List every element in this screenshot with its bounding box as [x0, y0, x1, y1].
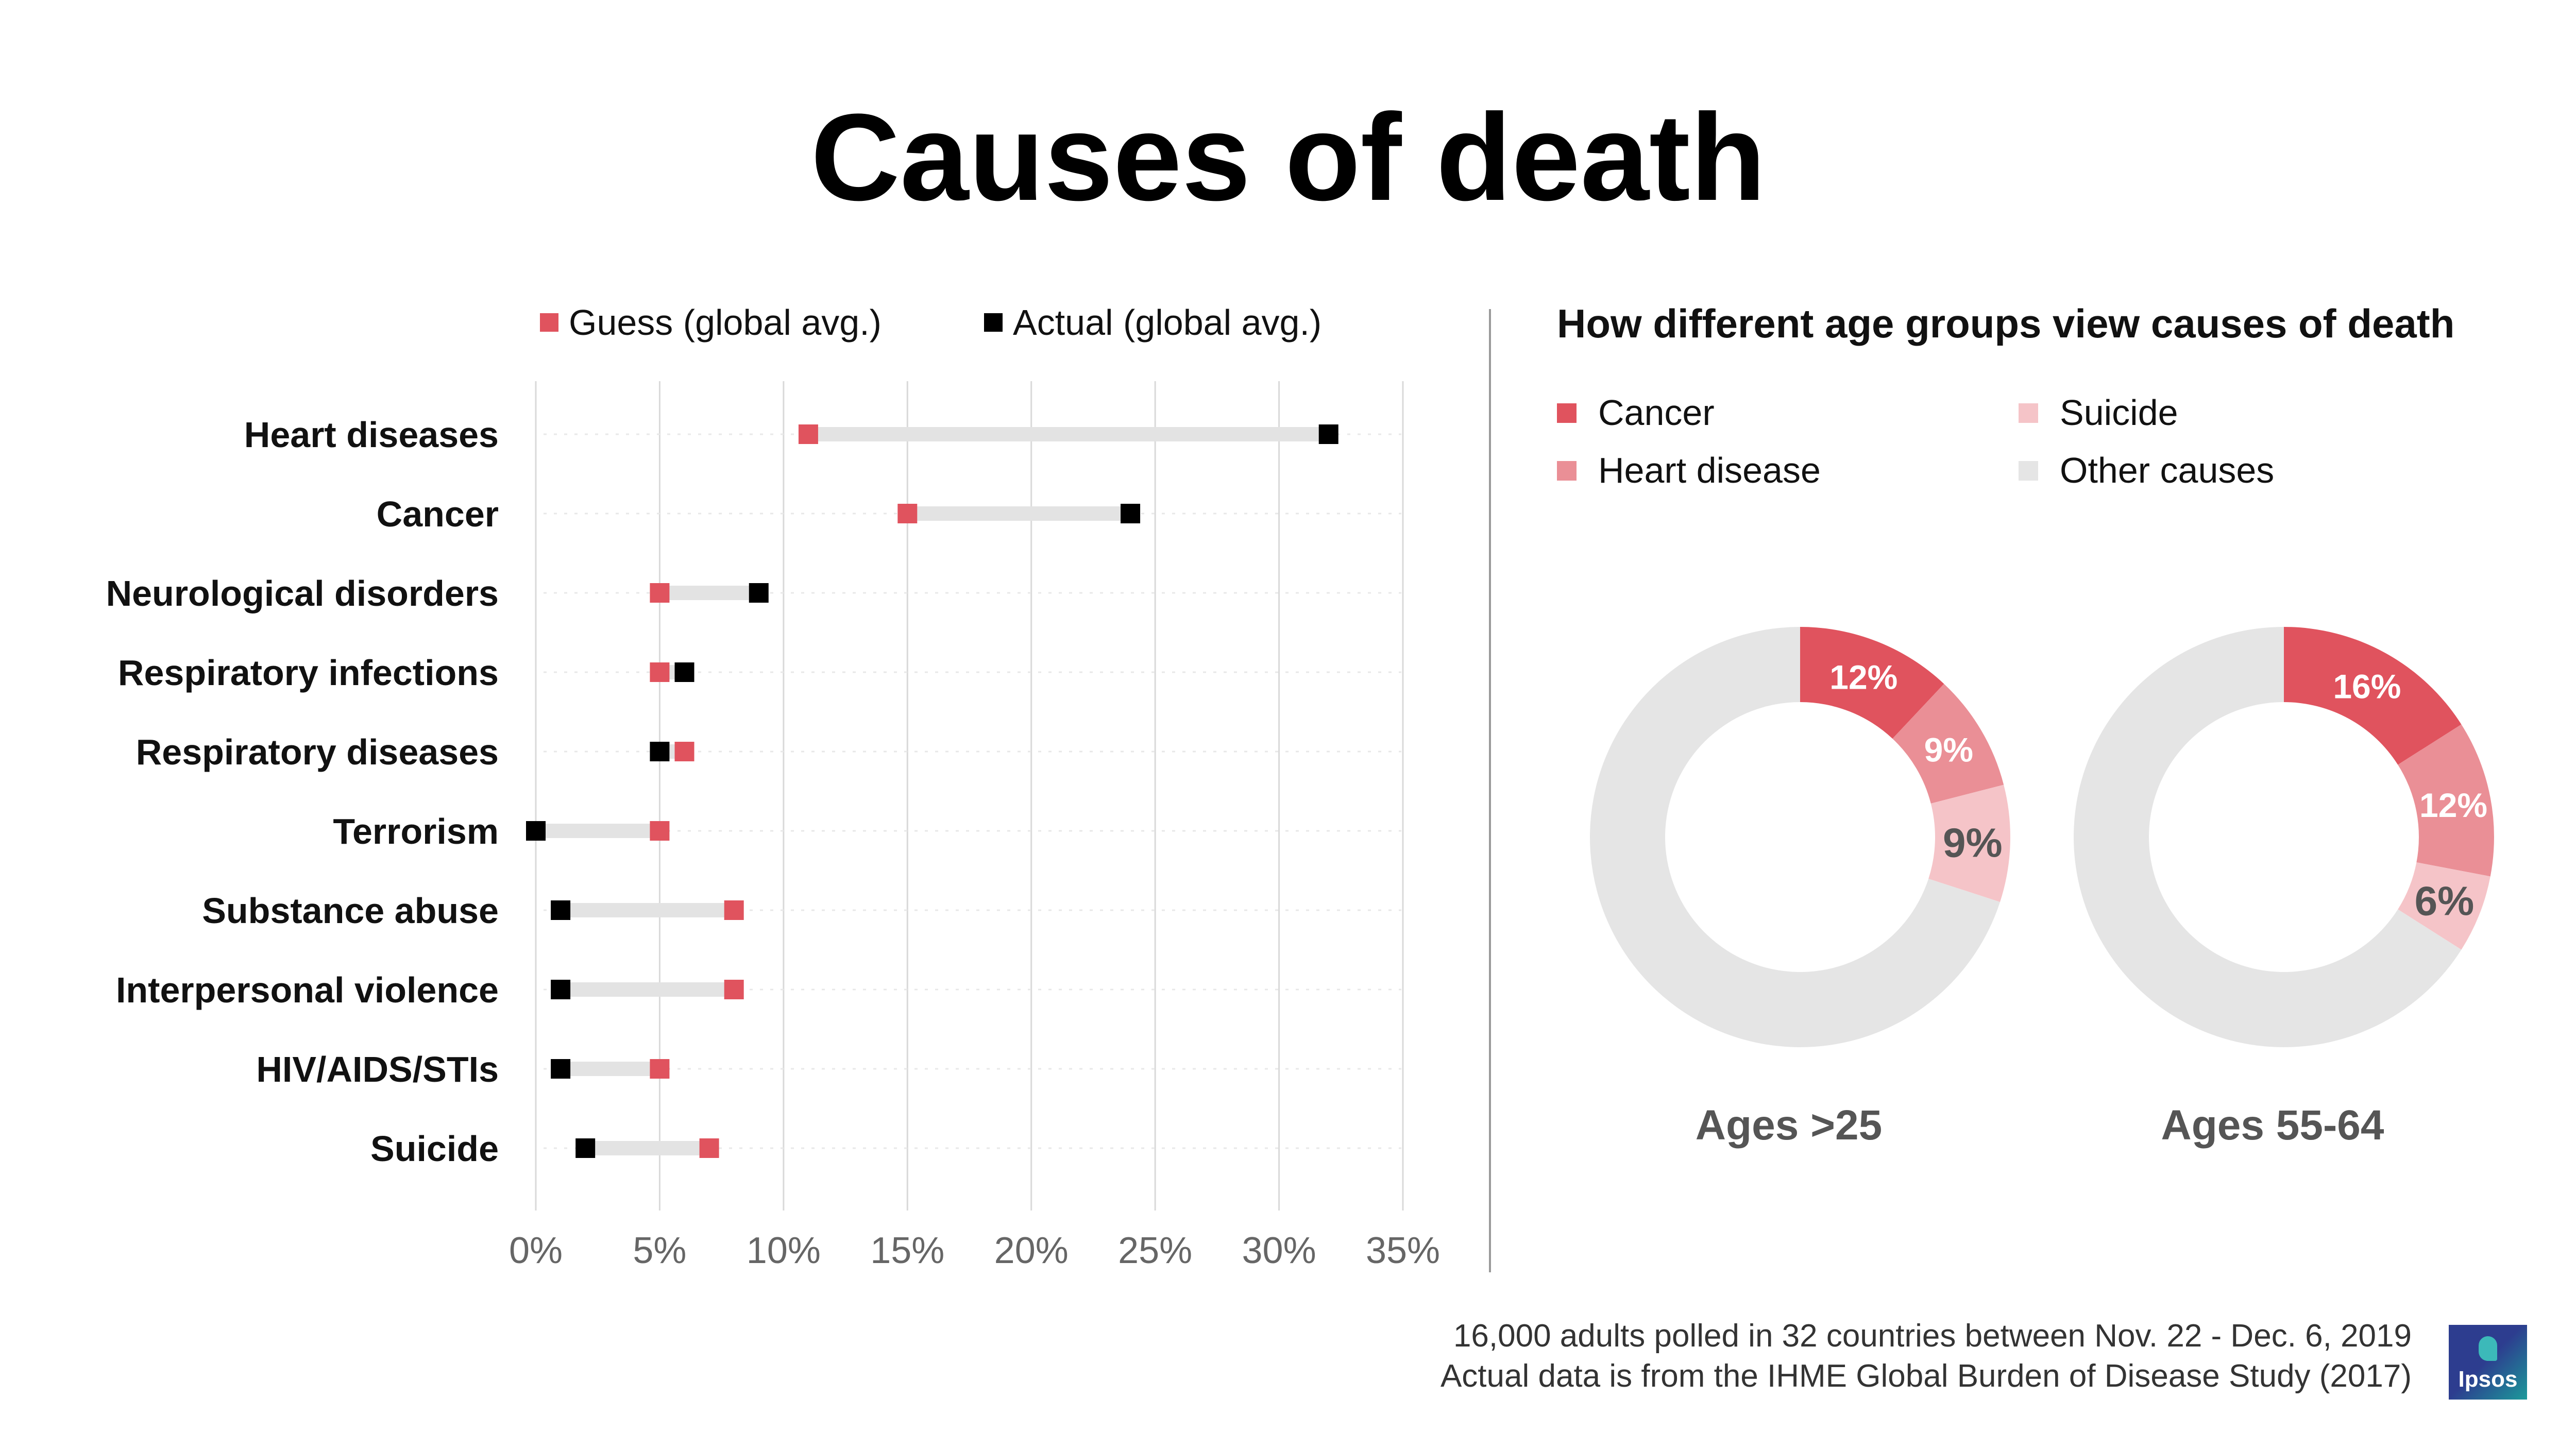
- category-label: Respiratory infections: [118, 653, 499, 693]
- guess-marker: [798, 424, 818, 444]
- guess-marker: [650, 821, 670, 841]
- guess-marker: [724, 980, 744, 999]
- logo-mark-icon: [2479, 1336, 2497, 1361]
- actual-marker: [575, 1138, 596, 1158]
- donut-slice-suicide: [1928, 785, 2010, 902]
- x-tick-label: 0%: [509, 1230, 563, 1271]
- range-bar: [561, 1062, 660, 1076]
- donut-legend-suicide-label: Suicide: [2060, 393, 2178, 433]
- guess-marker: [650, 662, 670, 682]
- range-bar: [659, 586, 759, 600]
- donut-slice-suicide: [2398, 862, 2490, 950]
- actual-marker: [674, 662, 694, 682]
- category-label: Heart diseases: [244, 415, 499, 455]
- actual-marker: [650, 742, 670, 761]
- source-note: 16,000 adults polled in 32 countries bet…: [1440, 1316, 2412, 1396]
- category-label: HIV/AIDS/STIs: [256, 1049, 499, 1089]
- x-tick-label: 5%: [633, 1230, 686, 1271]
- donut-slice-heart_disease: [2398, 724, 2495, 877]
- x-tick-label: 25%: [1118, 1230, 1192, 1271]
- category-label: Interpersonal violence: [116, 970, 499, 1010]
- donut-slice-other: [2074, 627, 2462, 1048]
- donut-legend-suicide-swatch: [2019, 403, 2038, 423]
- donut-slice-label: 9%: [1943, 820, 2003, 866]
- range-bar: [536, 824, 660, 838]
- donut-slice-label: 6%: [2415, 878, 2475, 924]
- legend-actual-label: Actual (global avg.): [1013, 302, 1321, 343]
- actual-marker: [1121, 504, 1141, 523]
- range-bar: [561, 903, 734, 917]
- legend-actual-swatch: [984, 313, 1003, 332]
- donut-slice-cancer: [2284, 627, 2462, 765]
- donut-legend-cancer-swatch: [1557, 403, 1577, 423]
- range-bar: [808, 427, 1329, 441]
- donut-slice-label: 12%: [1829, 658, 1897, 696]
- source-line-1: 16,000 adults polled in 32 countries bet…: [1453, 1318, 2412, 1354]
- page-title: Causes of death: [810, 88, 1766, 226]
- guess-marker: [650, 583, 670, 603]
- donut-legend-cancer-label: Cancer: [1598, 393, 1715, 433]
- actual-marker: [551, 1059, 571, 1079]
- guess-marker: [650, 1059, 670, 1079]
- range-bar: [585, 1141, 709, 1155]
- actual-marker: [526, 821, 546, 841]
- actual-marker: [551, 900, 571, 920]
- guess-marker: [699, 1138, 719, 1158]
- actual-marker: [1318, 424, 1338, 444]
- donut-slice-label: 9%: [1924, 730, 1973, 769]
- legend-guess-label: Guess (global avg.): [569, 302, 882, 343]
- donut-legend-other-label: Other causes: [2060, 450, 2274, 490]
- legend-guess-swatch: [540, 313, 558, 332]
- x-tick-label: 15%: [870, 1230, 944, 1271]
- guess-marker: [724, 900, 744, 920]
- donut-slice-label: 16%: [2333, 667, 2401, 705]
- category-label: Terrorism: [333, 811, 499, 851]
- donut-legend-heart_disease-swatch: [1557, 461, 1577, 481]
- donut-slice-other: [1589, 627, 2001, 1047]
- actual-marker: [749, 583, 769, 603]
- range-bar: [907, 506, 1131, 521]
- category-label: Substance abuse: [202, 891, 499, 931]
- panel-divider: [1489, 309, 1491, 1272]
- source-line-2: Actual data is from the IHME Global Burd…: [1440, 1358, 2412, 1394]
- category-label: Neurological disorders: [106, 573, 499, 613]
- x-tick-label: 10%: [747, 1230, 821, 1271]
- donut-slice-heart_disease: [1892, 684, 2004, 804]
- category-label: Cancer: [377, 494, 499, 534]
- donut-slice-cancer: [1800, 627, 1944, 739]
- logo-text: Ipsos: [2458, 1367, 2518, 1392]
- category-label: Suicide: [370, 1129, 499, 1169]
- donut-age-label: Ages 55-64: [2161, 1102, 2384, 1149]
- x-tick-label: 35%: [1366, 1230, 1440, 1271]
- x-tick-label: 30%: [1242, 1230, 1316, 1271]
- donut-slice-label: 12%: [2419, 786, 2487, 824]
- donut-age-label: Ages >25: [1696, 1102, 1882, 1149]
- guess-marker: [897, 504, 918, 523]
- guess-marker: [674, 742, 694, 761]
- donut-panel-title: How different age groups view causes of …: [1557, 301, 2454, 346]
- range-bar: [561, 982, 734, 997]
- donut-legend-heart_disease-label: Heart disease: [1598, 450, 1821, 490]
- x-tick-label: 20%: [994, 1230, 1069, 1271]
- ipsos-logo: Ipsos: [2449, 1325, 2527, 1400]
- actual-marker: [551, 980, 571, 999]
- donut-legend-other-swatch: [2019, 461, 2038, 481]
- category-label: Respiratory diseases: [136, 732, 499, 772]
